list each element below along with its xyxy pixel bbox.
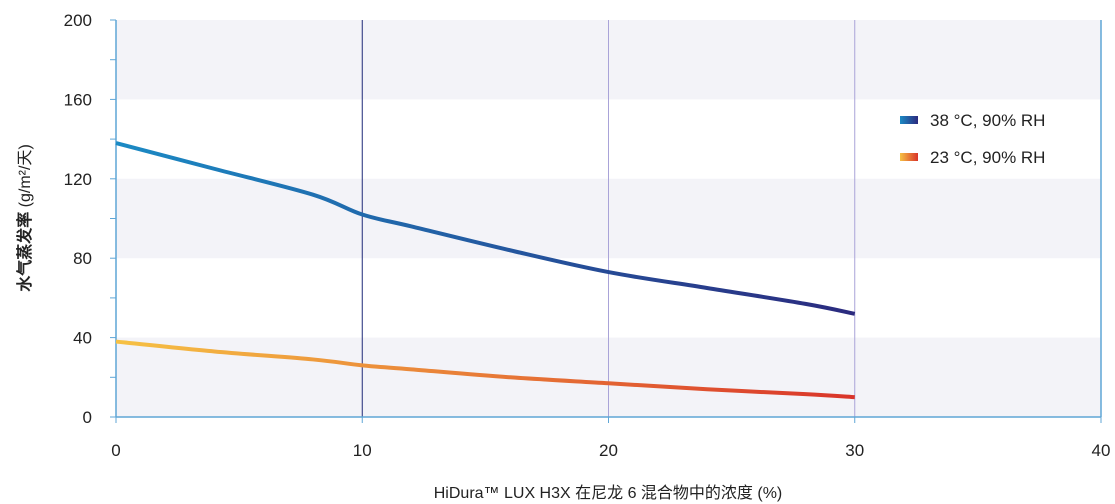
y-tick-label: 160	[64, 90, 92, 109]
y-tick-label: 80	[73, 249, 92, 268]
y-axis-title: 水气蒸发率 (g/m²/天)	[15, 144, 34, 292]
x-axis-ticks: 0 10 20 30 40	[111, 417, 1110, 460]
legend-swatch-1	[900, 116, 918, 124]
series-lines	[115, 141, 856, 400]
y-tick-label: 0	[83, 408, 92, 427]
x-axis-title: HiDura™ LUX H3X 在尼龙 6 混合物中的浓度 (%)	[434, 484, 783, 502]
legend-swatch-2	[900, 153, 918, 161]
y-tick-label: 120	[64, 170, 92, 189]
legend-label-1: 38 °C, 90% RH	[930, 111, 1045, 130]
legend-label-2: 23 °C, 90% RH	[930, 148, 1045, 167]
y-tick-label: 40	[73, 329, 92, 348]
x-tick-label: 0	[111, 441, 120, 460]
y-axis-title-unit: (g/m²/天)	[17, 144, 34, 212]
series-line-1	[115, 141, 856, 316]
x-tick-label: 40	[1092, 441, 1111, 460]
y-axis-ticks: 0 40 80 120 160 200	[64, 11, 116, 427]
x-tick-label: 20	[599, 441, 618, 460]
x-tick-label: 10	[353, 441, 372, 460]
y-tick-label: 200	[64, 11, 92, 30]
legend: 38 °C, 90% RH 23 °C, 90% RH	[900, 111, 1045, 167]
x-tick-label: 30	[845, 441, 864, 460]
y-axis-title-main: 水气蒸发率	[15, 212, 34, 292]
grid-vertical-lines	[361, 20, 856, 417]
series-line-2	[115, 339, 855, 400]
